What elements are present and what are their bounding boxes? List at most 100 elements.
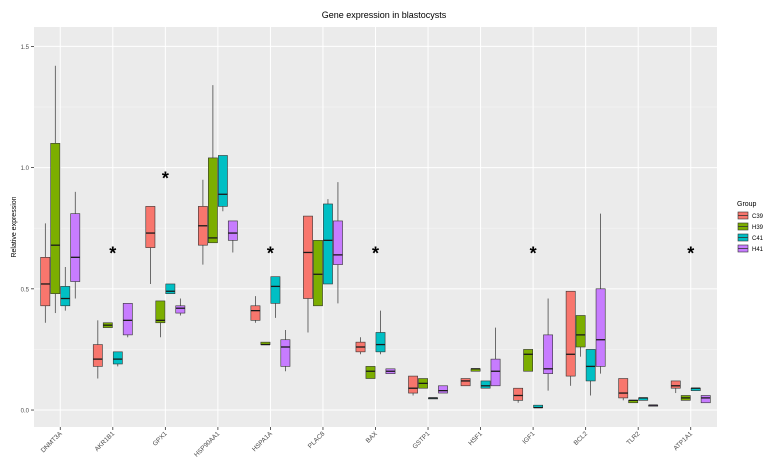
x-tick-label: IGF1 [521,430,536,445]
significance-star: * [372,244,379,264]
box-GPX1-C39 [145,206,156,284]
box-TLR2-H39 [628,399,639,404]
box-TLR2-C41 [638,397,649,401]
box-body [618,378,629,399]
box-PLAC8-C39 [303,215,313,333]
x-tick-label: DNMT3A [40,430,64,454]
box-BAX-H39 [365,366,376,379]
significance-star: * [162,169,169,189]
box-IGF1-C41 [533,404,543,409]
box-AKR1B1-C41 [112,351,123,367]
box-body [40,257,51,307]
legend: Group C39 H39 C41 H41 [737,201,764,253]
significance-star: * [109,244,116,264]
legend-label-C39: C39 [752,214,764,220]
box-body [303,215,313,299]
x-tick-label: GPX1 [152,430,169,447]
box-body [60,286,71,307]
box-body [175,305,186,314]
box-body [543,334,553,374]
x-tick-label: HSF1 [467,430,484,447]
significance-star: * [267,244,274,264]
significance-star: * [687,244,694,264]
box-BCL2-C39 [565,290,576,386]
x-tick-label: ATP1A1 [672,430,694,452]
box-body [670,380,681,389]
gridlines [34,27,717,427]
box-PLAC8-C41 [323,199,333,285]
box-GPX1-H41 [175,298,186,316]
box-body [513,387,524,401]
box-body [375,332,386,353]
box-DNMT3A-H41 [70,191,81,299]
box-body [523,349,534,372]
x-axis: DNMT3A AKR1B1 GPX1 HSP90AA1 HSPA1A PLAC8 BAX GS… [40,427,694,459]
box-TLR2-C39 [618,378,629,401]
legend-label-H39: H39 [752,225,764,231]
box-GPX1-C41 [165,283,176,294]
box-body [595,288,606,367]
box-GPX1-H39 [155,300,166,338]
x-tick-label: HSPA1A [251,430,274,453]
box-ATP1A1-C41 [690,387,701,391]
box-body [460,378,471,387]
box-HSF1-H39 [470,368,481,372]
box-HSPA1A-C39 [250,296,261,323]
box-body [280,339,291,367]
box-layer [40,65,711,409]
box-AKR1B1-H41 [122,303,133,338]
box-body [112,351,123,365]
box-HSPA1A-C41 [270,276,281,318]
x-tick-label: HSP90AA1 [193,430,221,458]
box-BCL2-C41 [585,349,596,396]
box-GSTP1-H39 [418,378,428,389]
box-BAX-C39 [355,337,366,355]
x-tick-label: BAX [365,430,380,445]
box-HSPA1A-H41 [280,330,291,372]
box-GSTP1-H41 [438,385,448,394]
y-axis: 0.0 0.5 1.0 1.5 [21,45,34,415]
significance-layer: * * * * * * [109,169,694,264]
box-body [700,395,711,404]
box-body [565,290,576,377]
box-IGF1-C39 [513,387,524,403]
y-tick-label: 0.0 [21,409,30,415]
box-body [50,143,61,294]
box-TLR2-H41 [648,404,659,407]
box-body [217,155,228,207]
box-PLAC8-H41 [333,182,343,304]
y-tick-label: 1.0 [21,166,30,172]
legend-label-H41: H41 [752,247,764,253]
significance-star: * [530,244,537,264]
box-body [323,203,333,285]
box-HSP90AA1-C41 [217,155,228,212]
box-IGF1-H39 [523,349,534,372]
box-body [438,385,448,394]
box-ATP1A1-H41 [700,395,711,404]
legend-label-C41: C41 [752,236,764,242]
box-body [333,220,343,265]
box-HSP90AA1-H39 [208,85,218,244]
box-HSPA1A-H39 [260,341,271,346]
box-BCL2-H41 [595,213,606,374]
box-body [250,305,261,321]
box-BAX-H41 [385,368,396,374]
box-HSP90AA1-C39 [198,179,208,265]
box-BAX-C41 [375,310,386,355]
box-DNMT3A-C41 [60,267,71,311]
box-ATP1A1-C39 [670,380,681,394]
legend-title: Group [737,201,757,208]
box-ATP1A1-H39 [680,395,691,401]
box-HSP90AA1-H41 [227,220,238,253]
box-AKR1B1-H39 [102,322,113,328]
y-axis-label: Relative expression [11,196,18,257]
box-body [480,380,491,389]
box-body [227,220,238,241]
box-body [408,375,418,394]
box-body [313,240,323,307]
box-body [122,303,133,336]
box-HSF1-H41 [490,327,501,387]
x-tick-label: GSTP1 [411,430,431,450]
y-tick-label: 1.5 [21,45,30,51]
x-tick-label: AKR1B1 [94,430,117,453]
